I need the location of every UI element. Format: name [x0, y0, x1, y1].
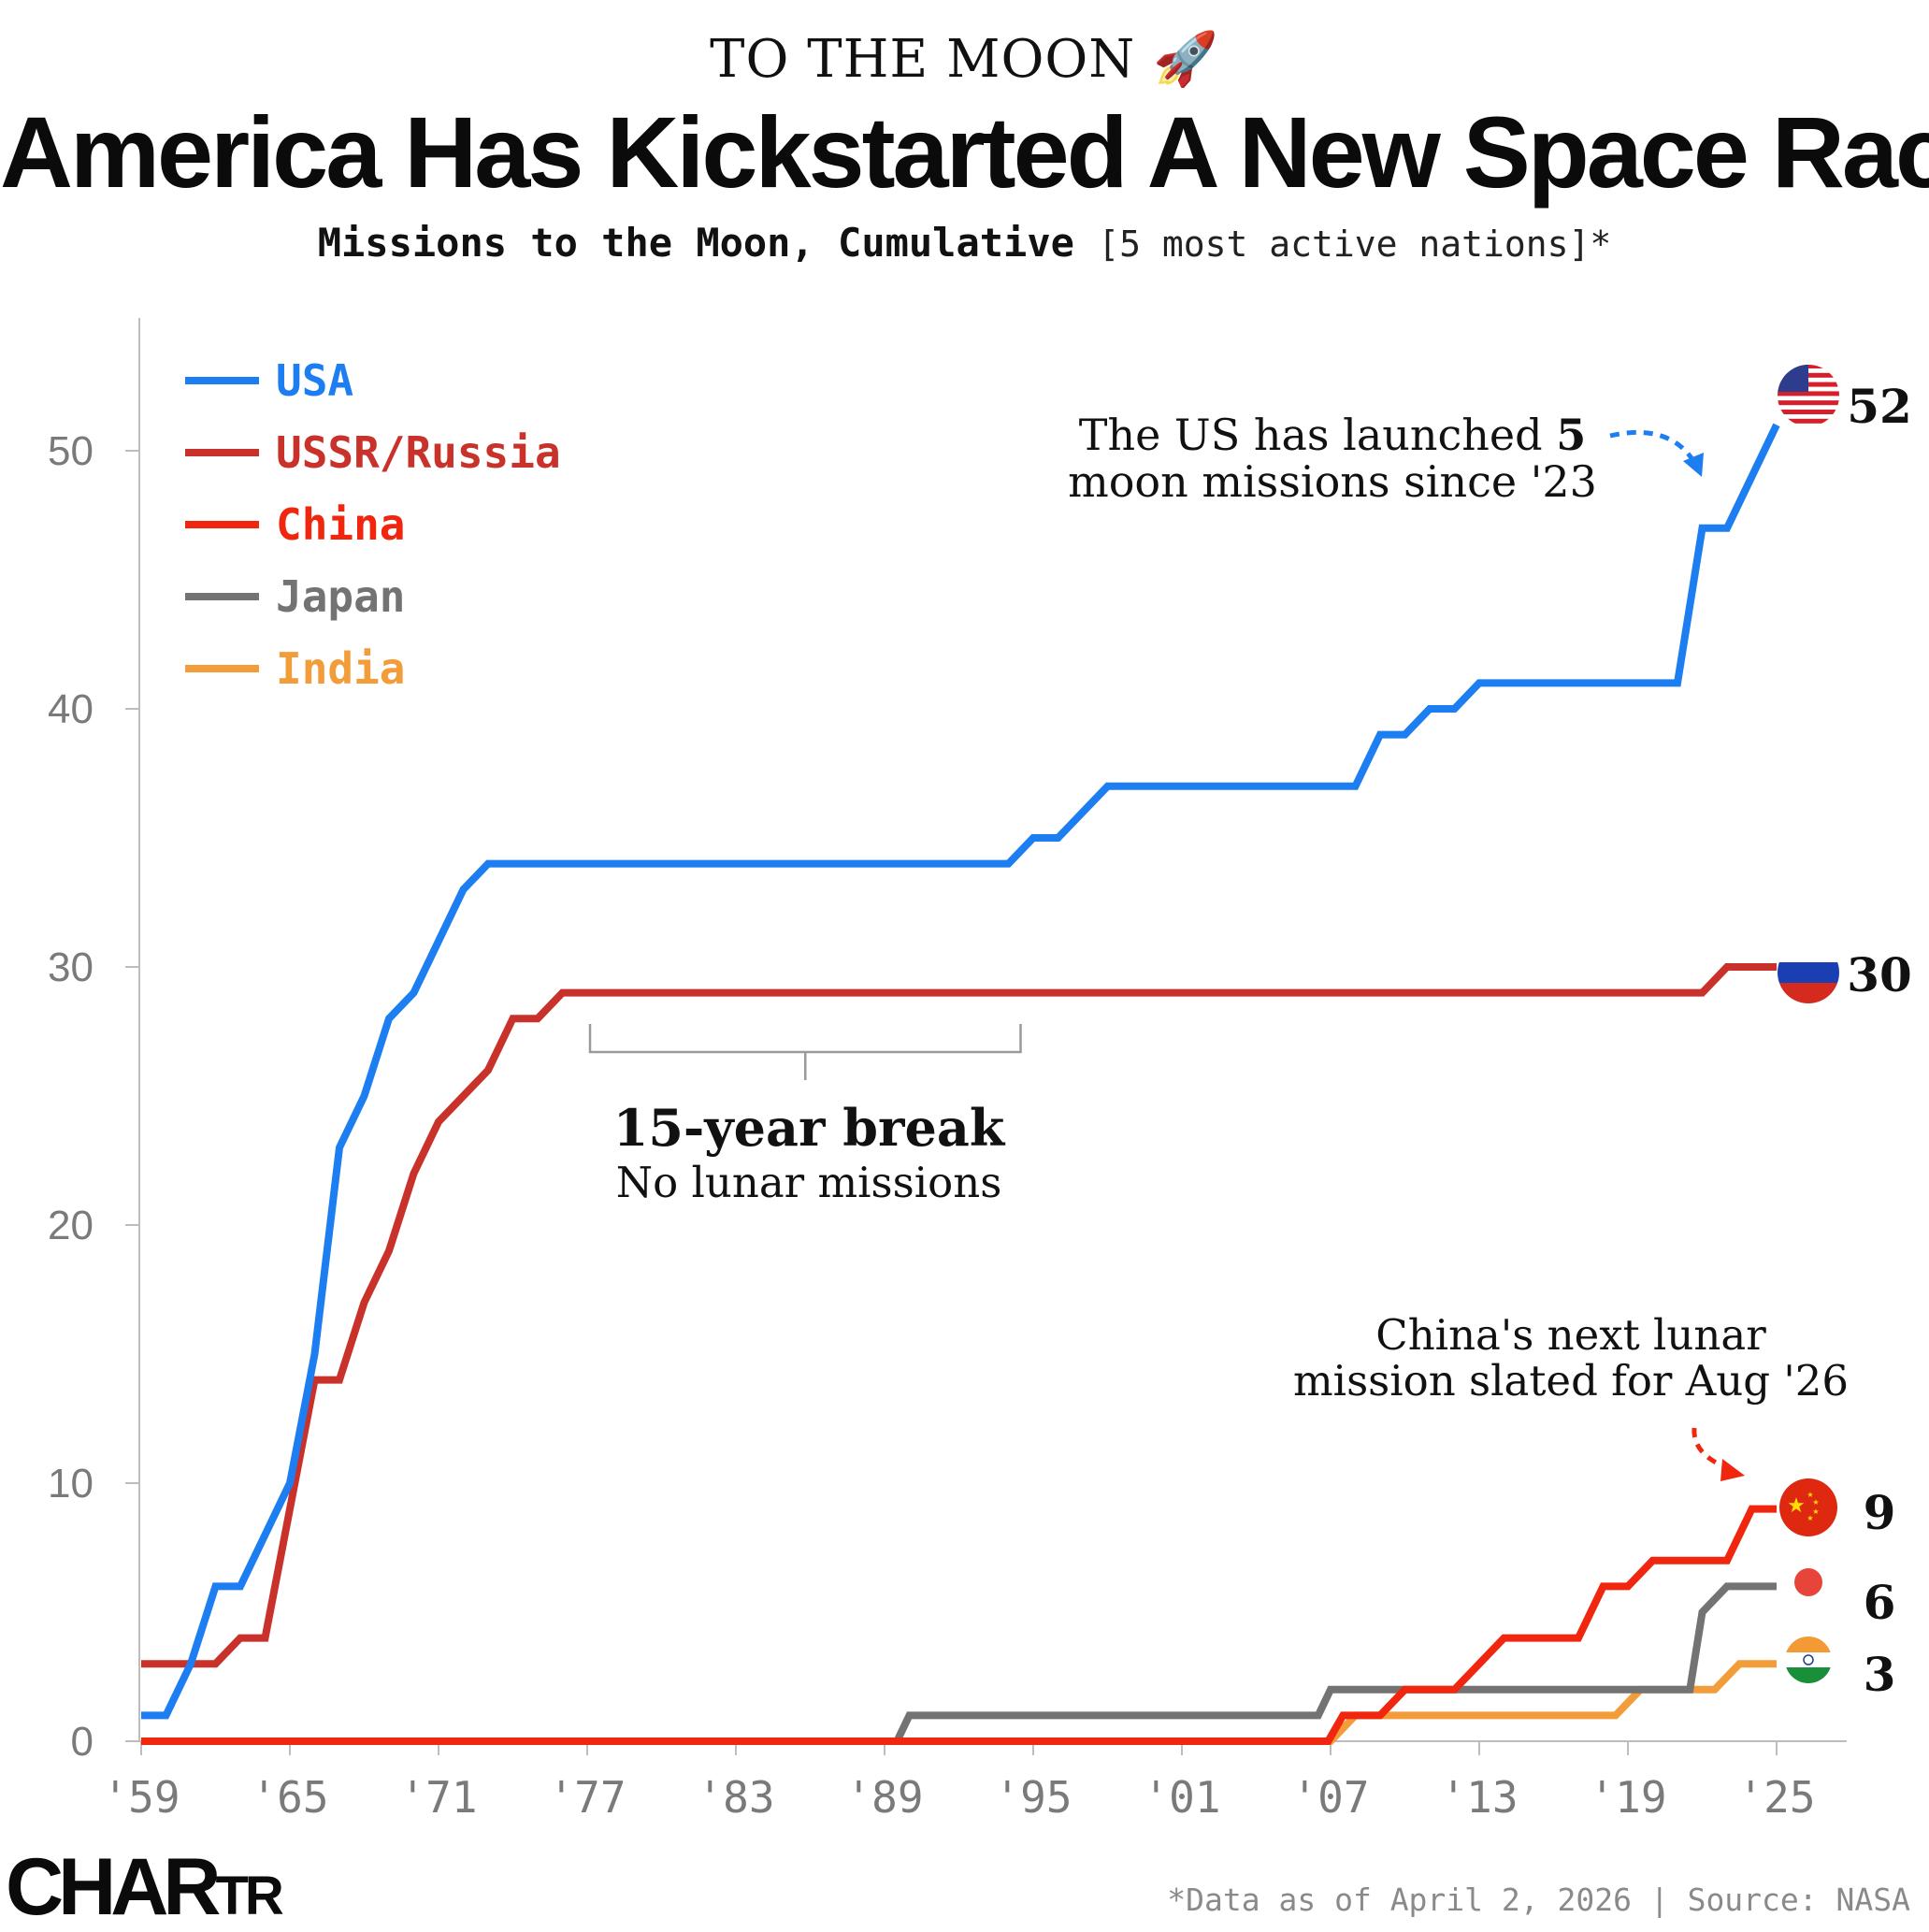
- flag-body: [1785, 1636, 1832, 1683]
- x-tick-label: '65: [251, 1772, 328, 1823]
- japan-end-value: 6: [1864, 1575, 1896, 1630]
- china-flag-icon: ★ ★★★★: [1779, 1478, 1837, 1536]
- y-tick-label: 40: [48, 686, 94, 732]
- line-chart: 0 10 20 30 40 50 '59 '65 '71 '77 '83 '89 '95 '01 '07 '1…: [48, 318, 1912, 1823]
- flag-band-blue: [1778, 962, 1839, 983]
- flag-band-white: [1785, 1652, 1832, 1667]
- us-annotation-arrow: [1609, 430, 1700, 469]
- flag-small-star: ★: [1812, 1507, 1819, 1516]
- china-end-value: 9: [1864, 1485, 1896, 1540]
- subtitle-qualifier: [5 most active nations]*: [1098, 223, 1612, 265]
- legend-label-ussr: USSR/Russia: [276, 427, 561, 478]
- flag-stripe: [1778, 400, 1839, 406]
- us-annotation-line2: moon missions since '23: [1068, 456, 1597, 507]
- ussr-end-value: 30: [1847, 947, 1912, 1002]
- chartr-logo: CHARTR: [6, 1847, 284, 1927]
- flag-small-star: ★: [1812, 1498, 1819, 1507]
- flag-band-saffron: [1785, 1636, 1832, 1652]
- y-tick-label: 30: [48, 944, 94, 990]
- x-tick-label: '59: [102, 1772, 180, 1823]
- china-annotation-arrowhead: [1720, 1459, 1745, 1481]
- flag-disc: [1779, 1478, 1837, 1536]
- us-annotation-emphasis: 5: [1556, 410, 1586, 460]
- flag-band-white: [1778, 942, 1839, 962]
- china-series-line: [141, 1505, 1777, 1745]
- y-tick-label: 50: [48, 428, 94, 474]
- us-annotation-text: The US has launched: [1079, 410, 1556, 460]
- legend-label-japan: Japan: [276, 571, 405, 622]
- us-annotation-line1: The US has launched 5: [1079, 410, 1586, 460]
- india-flag-icon: [1785, 1636, 1832, 1683]
- china-annotation-line2: mission slated for Aug '26: [1293, 1356, 1849, 1406]
- legend-label-india: India: [276, 643, 405, 694]
- flag-body: [1778, 365, 1839, 424]
- break-bracket: [588, 1024, 1022, 1054]
- usa-series-line: [141, 423, 1780, 1720]
- x-tick-label: '89: [845, 1772, 923, 1823]
- flag-body: [1778, 942, 1839, 1003]
- flag-small-star: ★: [1807, 1514, 1813, 1522]
- legend-label-china: China: [276, 499, 405, 550]
- x-tick-label: '71: [399, 1772, 477, 1823]
- flag-band-green: [1785, 1667, 1832, 1683]
- flag-star: ★: [1787, 1494, 1806, 1518]
- logo-small: TR: [215, 1866, 283, 1926]
- rocket-icon: 🚀: [1153, 29, 1219, 90]
- legend-label-usa: USA: [276, 355, 353, 406]
- x-tick-label: '95: [994, 1772, 1072, 1823]
- flag-stripe: [1778, 410, 1839, 414]
- ussr-series-line: [141, 963, 1777, 1668]
- usa-end-value: 52: [1847, 379, 1912, 434]
- flag-small-star: ★: [1807, 1491, 1813, 1499]
- x-tick-label: '07: [1291, 1772, 1369, 1823]
- japan-series-line: [141, 1582, 1777, 1745]
- us-annotation-arrowhead: [1683, 453, 1704, 477]
- logo-main: CHAR: [6, 1842, 221, 1932]
- ussr-flag-icon: [1778, 942, 1839, 1003]
- japan-flag-icon: [1794, 1568, 1822, 1596]
- page-title: America Has Kickstarted A New Space Race: [0, 95, 1929, 209]
- x-tick-label: '83: [697, 1772, 774, 1823]
- subtitle-main: Missions to the Moon, Cumulative: [317, 220, 1074, 266]
- break-title: 15-year break: [613, 1098, 1006, 1158]
- x-tick-label: '01: [1143, 1772, 1220, 1823]
- china-annotation-line1: China's next lunar: [1375, 1310, 1766, 1360]
- kicker: TO THE MOON 🚀: [0, 28, 1929, 90]
- y-tick-label: 20: [48, 1203, 94, 1248]
- x-tick-label: '25: [1737, 1772, 1815, 1823]
- x-tick-label: '77: [548, 1772, 626, 1823]
- y-tick-label: 10: [48, 1461, 94, 1507]
- flag-band-red: [1778, 983, 1839, 1003]
- kicker-text: TO THE MOON: [710, 29, 1136, 90]
- source-note: *Data as of April 2, 2026 | Source: NASA: [1167, 1882, 1910, 1918]
- y-tick-label: 0: [71, 1719, 94, 1765]
- flag-chakra: [1803, 1654, 1814, 1665]
- x-tick-label: '13: [1440, 1772, 1518, 1823]
- break-subtitle: No lunar missions: [616, 1158, 1002, 1207]
- subtitle: Missions to the Moon, Cumulative [5 most…: [0, 220, 1929, 266]
- x-tick-label: '19: [1589, 1772, 1666, 1823]
- flag-canton: [1778, 365, 1808, 392]
- flag-stripe: [1778, 391, 1839, 396]
- flag-disc: [1794, 1568, 1822, 1596]
- usa-flag-icon: [1778, 365, 1839, 424]
- india-end-value: 3: [1864, 1647, 1896, 1702]
- flag-stripe: [1778, 418, 1839, 424]
